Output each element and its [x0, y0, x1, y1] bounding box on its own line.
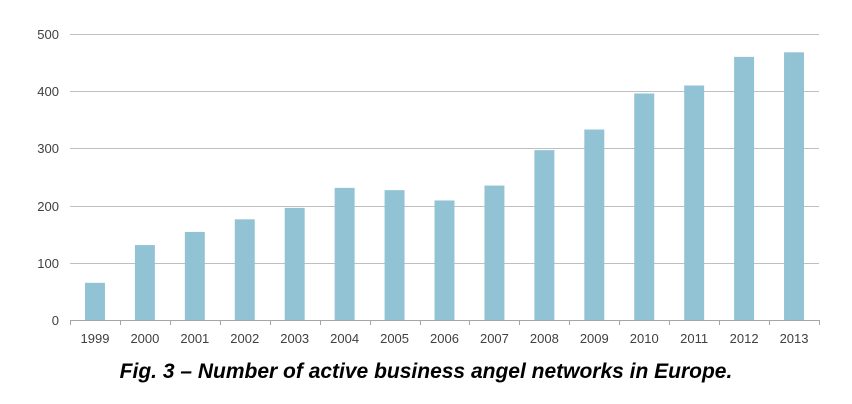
bar-2011	[684, 85, 705, 320]
x-tick-label: 2009	[580, 331, 609, 346]
x-tick-label: 2012	[730, 331, 759, 346]
bar-2012	[734, 56, 755, 320]
x-tick-label: 2008	[530, 331, 559, 346]
x-tick-label: 2007	[480, 331, 509, 346]
bars	[84, 52, 805, 321]
x-tick-label: 2006	[430, 331, 459, 346]
bar-2010	[634, 93, 655, 321]
y-tick-label: 400	[37, 84, 59, 99]
bar-2007	[484, 185, 505, 320]
bar-chart: 0 100 200 300 400 500 1999 2000 2001 2002 2003 200…	[37, 27, 820, 346]
bar-2006	[434, 200, 455, 320]
x-tick-label: 1999	[81, 331, 110, 346]
bar-2001	[184, 231, 205, 320]
x-tick-label: 2011	[680, 331, 708, 346]
axes	[70, 320, 820, 325]
x-tick-label: 2013	[780, 331, 809, 346]
y-tick-label: 100	[37, 256, 59, 271]
bar-2002	[234, 219, 255, 320]
x-tick-label: 2004	[330, 331, 359, 346]
bar-2000	[134, 245, 155, 320]
y-tick-label: 0	[52, 313, 59, 328]
y-tick-label: 200	[37, 199, 59, 214]
bar-2004	[334, 187, 355, 320]
bar-2003	[284, 207, 305, 320]
bar-2013	[784, 52, 805, 321]
bar-1999	[84, 282, 105, 320]
figure-caption: Fig. 3 – Number of active business angel…	[119, 360, 733, 383]
bar-2005	[384, 190, 405, 320]
x-tick-label: 2003	[280, 331, 309, 346]
y-tick-labels: 0 100 200 300 400 500	[37, 27, 59, 328]
x-tick-label: 2005	[380, 331, 409, 346]
x-tick-label: 2002	[230, 331, 259, 346]
y-tick-label: 300	[37, 141, 59, 156]
x-tick-label: 2010	[630, 331, 659, 346]
bar-2009	[584, 129, 605, 320]
x-tick-label: 2001	[180, 331, 209, 346]
bar-2008	[534, 150, 555, 320]
y-tick-label: 500	[37, 27, 59, 42]
x-tick-label: 2000	[130, 331, 159, 346]
x-tick-labels: 1999 2000 2001 2002 2003 2004 2005 2006 2007 2008…	[81, 331, 809, 346]
